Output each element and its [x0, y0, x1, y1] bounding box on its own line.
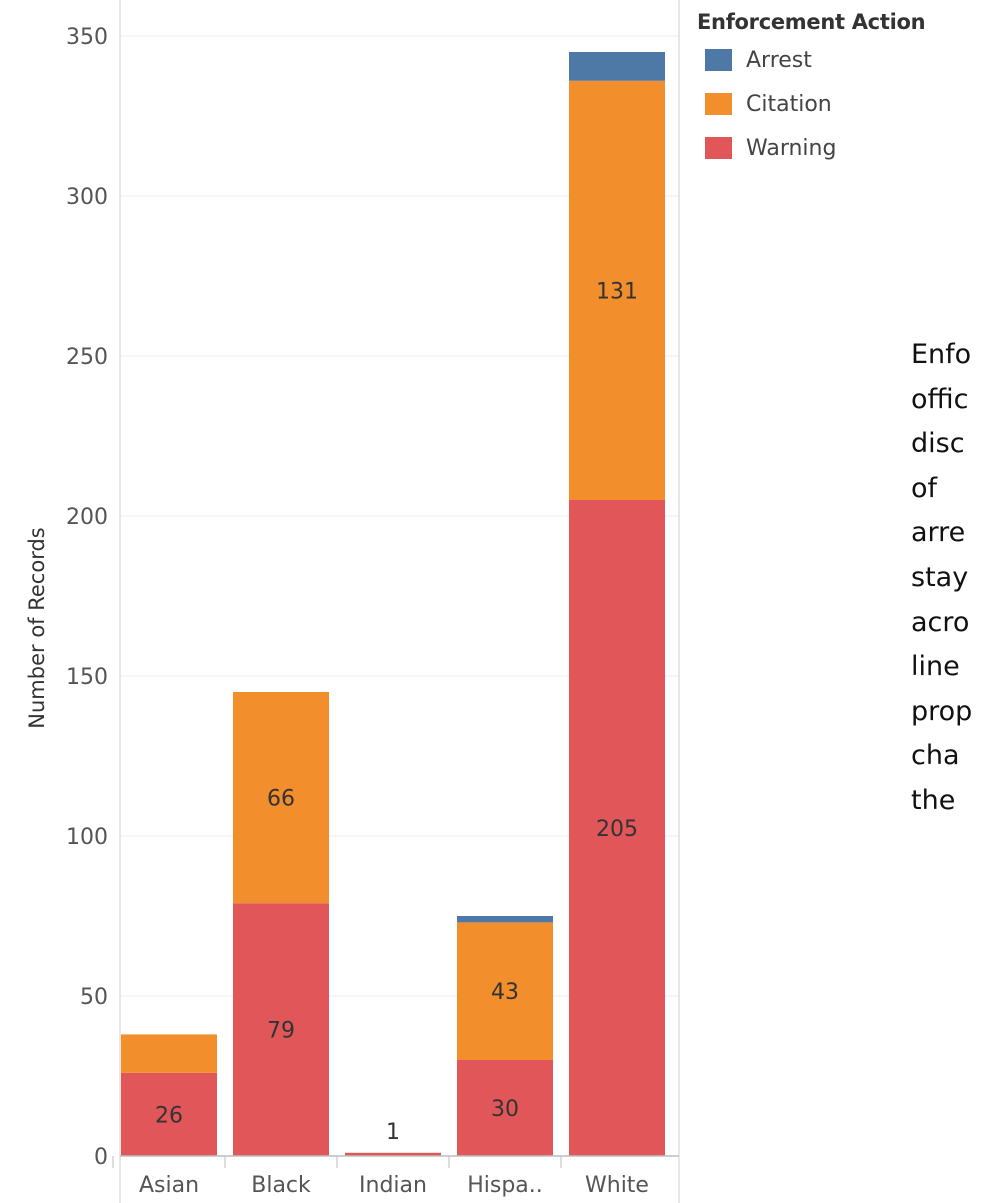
segment-label: 205: [596, 817, 638, 842]
segment-labels: 26 79 66 1 30 43 205 131: [155, 279, 638, 1144]
bars: [121, 52, 665, 1156]
legend-item-warning[interactable]: Warning: [697, 126, 925, 170]
legend: Enforcement Action Arrest Citation Warning: [697, 10, 926, 170]
legend-title: Enforcement Action: [697, 10, 926, 34]
segment-label: 30: [491, 1097, 519, 1122]
x-tick-label: Hispa..: [467, 1173, 543, 1198]
legend-swatch: [705, 137, 732, 159]
bar-segment-arrest: [457, 916, 553, 923]
y-tick-label: 300: [66, 185, 108, 210]
side-text-line: line: [911, 651, 960, 683]
side-text-line: disc: [911, 428, 965, 460]
side-text-line: the: [911, 784, 956, 816]
side-text-line: arre: [911, 517, 966, 549]
segment-label: 1: [386, 1120, 400, 1145]
gridlines: [120, 35, 679, 997]
y-tick-label: 150: [66, 665, 108, 690]
bar-segment-citation: [121, 1034, 217, 1073]
y-tick-label: 250: [66, 345, 108, 370]
bar-segment-citation: [457, 922, 553, 1060]
bar-segment-warning: [569, 500, 665, 1156]
segment-label: 131: [596, 279, 638, 304]
legend-label: Warning: [746, 135, 837, 161]
legend-item-citation[interactable]: Citation: [697, 82, 925, 126]
side-text: Enfo offic disc of arre stay acro line prop cha th…: [911, 333, 986, 824]
y-tick-label: 0: [94, 1145, 108, 1170]
segment-label: 79: [267, 1019, 295, 1044]
bar-segment-arrest: [569, 52, 665, 81]
side-text-line: Enfo: [911, 339, 972, 370]
y-tick-label: 200: [66, 505, 108, 530]
segment-label: 66: [267, 787, 295, 812]
legend-label: Citation: [746, 91, 832, 117]
side-text-line: of: [911, 472, 938, 504]
y-tick-label: 350: [66, 25, 108, 50]
side-text-line: offic: [911, 383, 969, 415]
segment-label: 26: [155, 1103, 183, 1128]
bar-segment-warning: [121, 1072, 217, 1156]
x-axis-ticks: Asian Black Indian Hispa.. White: [112, 1156, 680, 1198]
side-text-line: acro: [911, 606, 970, 638]
side-text-line: prop: [911, 695, 973, 727]
legend-items: Arrest Citation Warning: [697, 38, 925, 170]
x-tick-label: Indian: [359, 1173, 427, 1198]
x-tick-label: White: [585, 1173, 649, 1198]
x-tick-label: Black: [251, 1173, 311, 1198]
side-text-line: stay: [911, 561, 969, 593]
y-axis-ticks: 0 50 100 150 200 250 300 350: [66, 25, 108, 1170]
legend-swatch: [705, 93, 732, 115]
bar-segment-citation: [569, 80, 665, 501]
bar-segment-warning: [345, 1152, 441, 1156]
y-axis-title: Number of Records: [25, 527, 49, 728]
bar-segment-warning: [233, 903, 329, 1156]
y-tick-label: 50: [80, 985, 108, 1010]
bar-segment-warning: [457, 1060, 553, 1156]
legend-item-arrest[interactable]: Arrest: [697, 38, 925, 82]
legend-label: Arrest: [746, 47, 812, 73]
segment-label: 43: [491, 980, 519, 1005]
side-text-line: cha: [911, 740, 960, 772]
bar-segment-citation: [233, 692, 329, 904]
legend-swatch: [705, 49, 732, 71]
y-tick-label: 100: [66, 825, 108, 850]
x-tick-label: Asian: [139, 1173, 199, 1198]
